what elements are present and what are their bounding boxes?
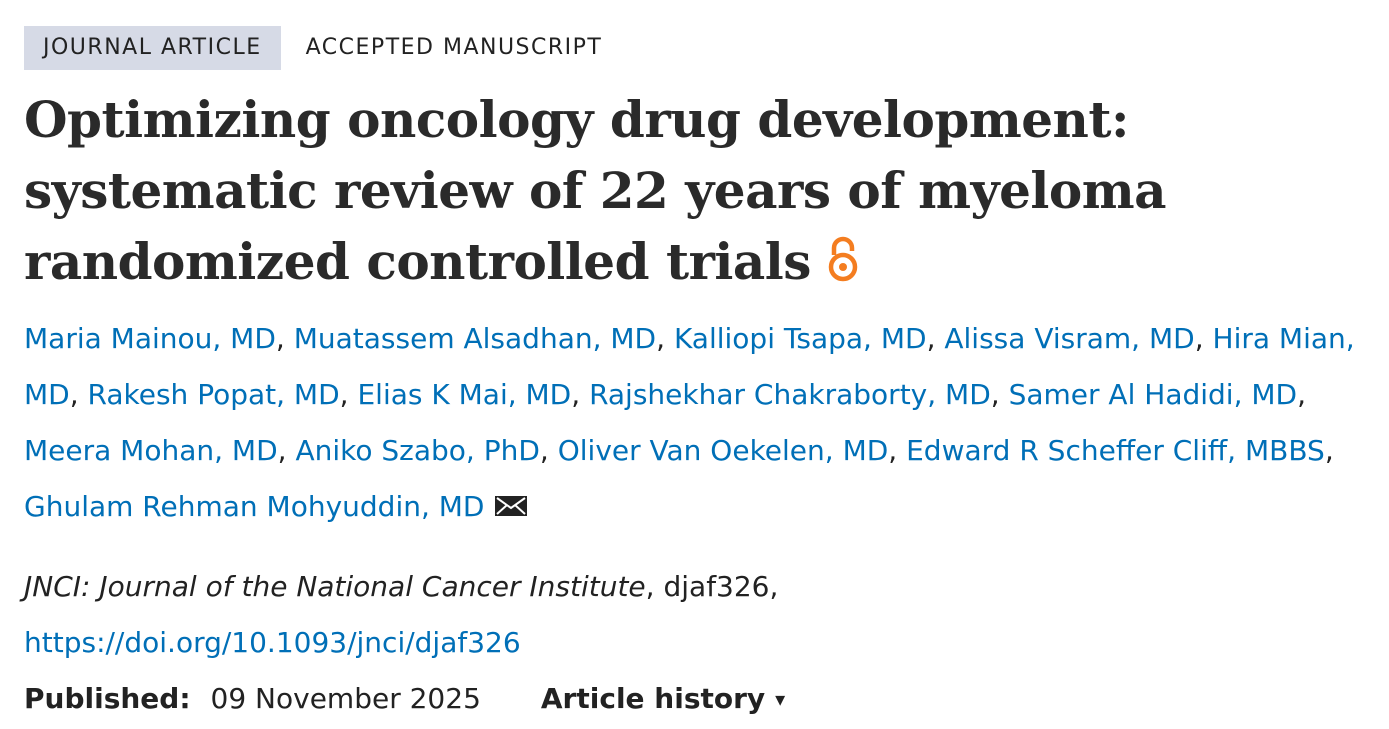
article-title-text: Optimizing oncology drug development: sy…	[24, 90, 1167, 291]
author-separator: ,	[339, 378, 358, 411]
author-link[interactable]: Oliver Van Oekelen, MD	[557, 434, 889, 467]
author-separator: ,	[656, 322, 674, 355]
citation: JNCI: Journal of the National Cancer Ins…	[24, 559, 1374, 671]
author-link[interactable]: Elias K Mai, MD	[357, 378, 572, 411]
author-link[interactable]: Maria Mainou, MD	[24, 322, 276, 355]
article-title: Optimizing oncology drug development: sy…	[24, 84, 1374, 301]
article-tags: JOURNAL ARTICLE ACCEPTED MANUSCRIPT	[24, 26, 1374, 70]
author-separator: ,	[926, 322, 945, 355]
author-link[interactable]: Edward R Scheffer Cliff, MBBS	[906, 434, 1325, 467]
author-link[interactable]: Hira Mian, MD	[24, 322, 1355, 411]
author-separator: ,	[275, 322, 294, 355]
author-separator: ,	[1194, 322, 1213, 355]
author-list: Maria Mainou, MD, Muatassem Alsadhan, MD…	[24, 311, 1364, 537]
author-link[interactable]: Aniko Szabo, PhD	[295, 434, 540, 467]
published-date: 09 November 2025	[210, 682, 481, 715]
author-separator: ,	[1297, 378, 1307, 411]
author-link[interactable]: Samer Al Hadidi, MD	[1008, 378, 1298, 411]
article-history-toggle[interactable]: Article history ▾	[541, 671, 785, 729]
article-history-label: Article history	[540, 682, 766, 715]
citation-separator: ,	[645, 570, 664, 603]
author-link[interactable]: Meera Mohan, MD	[24, 434, 278, 467]
published-label: Published:	[24, 682, 191, 715]
author-separator: ,	[1324, 434, 1334, 467]
article-header: JOURNAL ARTICLE ACCEPTED MANUSCRIPT Opti…	[24, 26, 1374, 729]
author-link[interactable]: Ghulam Rehman Mohyuddin, MD	[24, 490, 485, 523]
doi-link[interactable]: https://doi.org/10.1093/jnci/djaf326	[24, 626, 521, 659]
open-access-icon	[825, 230, 861, 301]
envelope-icon[interactable]	[494, 481, 527, 537]
author-separator: ,	[888, 434, 907, 467]
publication-info: Published: 09 November 2025 Article hist…	[24, 671, 1374, 729]
author-link[interactable]: Rajshekhar Chakraborty, MD	[589, 378, 991, 411]
journal-name: JNCI: Journal of the National Cancer Ins…	[24, 570, 646, 603]
author-separator: ,	[990, 378, 1009, 411]
author-separator: ,	[539, 434, 558, 467]
author-separator: ,	[571, 378, 590, 411]
article-id: djaf326,	[663, 570, 779, 603]
author-separator: ,	[69, 378, 88, 411]
author-link[interactable]: Rakesh Popat, MD	[87, 378, 340, 411]
author-link[interactable]: Alissa Visram, MD	[944, 322, 1195, 355]
author-separator: ,	[277, 434, 296, 467]
author-link[interactable]: Kalliopi Tsapa, MD	[673, 322, 927, 355]
article-status-label: ACCEPTED MANUSCRIPT	[305, 35, 603, 60]
article-type-badge: JOURNAL ARTICLE	[24, 26, 281, 70]
caret-down-icon: ▾	[775, 687, 786, 711]
author-link[interactable]: Muatassem Alsadhan, MD	[293, 322, 657, 355]
